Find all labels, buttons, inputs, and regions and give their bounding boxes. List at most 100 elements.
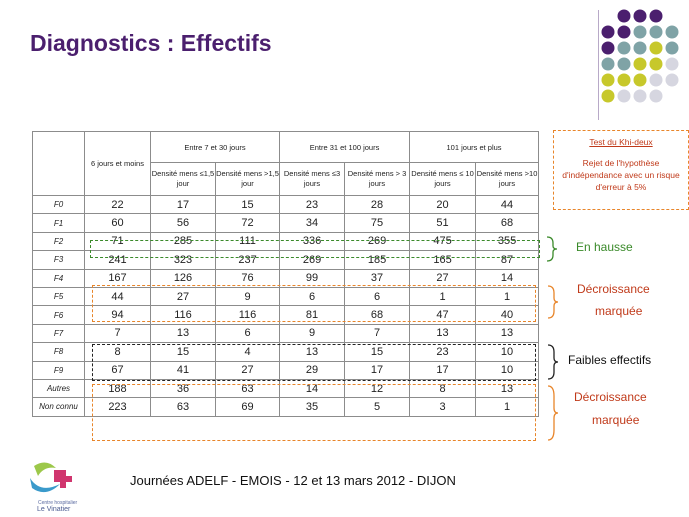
table-cell: 355 [475, 231, 540, 252]
table-cell: 15 [150, 342, 216, 362]
decorative-dot [617, 73, 631, 87]
table-cell: 69 [214, 397, 281, 417]
decorative-dot [665, 57, 679, 71]
table-cell: 34 [279, 213, 346, 233]
subheader: Densité mens >1,5 jour [214, 162, 281, 196]
table-cell: 6 [214, 323, 281, 344]
table-cell: 167 [84, 268, 151, 288]
decorative-dot [649, 73, 663, 87]
table-cell: 51 [409, 213, 477, 233]
table-cell: 17 [409, 360, 477, 380]
table-cell: 27 [214, 360, 281, 380]
table-cell: 241 [84, 250, 151, 270]
decorative-dot [649, 41, 663, 55]
table-cell: 7 [84, 323, 151, 344]
decorative-dot [649, 57, 663, 71]
table-cell: 17 [344, 360, 411, 380]
header-group-101-plus: 101 jours et plus [409, 131, 540, 163]
table-cell: 41 [150, 360, 216, 380]
decorative-dot [601, 73, 615, 87]
table-cell: 165 [409, 250, 477, 270]
row-label: F9 [32, 360, 85, 380]
decorative-dot [601, 41, 615, 55]
table-cell: 10 [475, 360, 540, 380]
table-cell: 237 [214, 250, 281, 270]
table-cell: 269 [344, 231, 411, 252]
logo-text-line1: Centre hospitalier [38, 500, 78, 506]
table-cell: 35 [279, 397, 346, 417]
row-label: F7 [32, 323, 85, 344]
label-en-hausse: En hausse [576, 240, 633, 254]
table-cell: 76 [214, 268, 281, 288]
table-cell: 9 [279, 323, 346, 344]
table-cell: 223 [84, 397, 151, 417]
decorative-dot [617, 89, 631, 103]
decorative-dot [601, 25, 615, 39]
decorative-dot [649, 89, 663, 103]
table-cell: 475 [409, 231, 477, 252]
table-cell: 20 [409, 194, 477, 215]
label-decroissance-1b: marquée [595, 304, 643, 318]
decorative-dot [665, 73, 679, 87]
row-label: Autres [32, 378, 85, 399]
row-label: F2 [32, 231, 85, 252]
table-cell: 13 [475, 323, 540, 344]
table-cell: 269 [279, 250, 346, 270]
table-cell: 22 [84, 194, 151, 215]
decorative-dot [633, 57, 647, 71]
table-cell: 1 [475, 286, 540, 307]
table-cell: 68 [475, 213, 540, 233]
table-row: F9 67 41 27 29 17 17 10 [32, 360, 540, 380]
decorative-dot [633, 9, 647, 23]
subheader: Densité mens ≤ 10 jours [409, 162, 477, 196]
decorative-dot [601, 57, 615, 71]
table-row: Autres 188 36 63 14 12 8 13 [32, 378, 540, 399]
khi-deux-box: Test du Khi-deux Rejet de l'hypothèse d'… [553, 130, 689, 210]
logo-text-line2: Le Vinatier [37, 506, 71, 513]
table-cell: 44 [84, 286, 151, 307]
table-cell: 336 [279, 231, 346, 252]
decorative-dot [665, 41, 679, 55]
table-cell: 185 [344, 250, 411, 270]
brace-black [547, 344, 559, 380]
table-cell: 23 [409, 342, 477, 362]
table-cell: 36 [150, 378, 216, 399]
table-cell: 10 [475, 342, 540, 362]
table-cell: 13 [279, 342, 346, 362]
row-label: F0 [32, 194, 85, 215]
table-cell: 63 [150, 397, 216, 417]
table-cell: 1 [475, 397, 540, 417]
decorative-divider [598, 10, 599, 120]
table-cell: 63 [214, 378, 281, 399]
table-cell: 188 [84, 378, 151, 399]
table-cell: 15 [214, 194, 281, 215]
table-cell: 8 [409, 378, 477, 399]
table-cell: 13 [150, 323, 216, 344]
table-cell: 6 [344, 286, 411, 307]
table-cell: 15 [344, 342, 411, 362]
table-cell: 71 [84, 231, 151, 252]
label-faibles-effectifs: Faibles effectifs [568, 353, 652, 367]
decorative-dot [617, 57, 631, 71]
table-cell: 1 [409, 286, 477, 307]
decorative-dot [617, 25, 631, 39]
row-label: F4 [32, 268, 85, 288]
decorative-dot [617, 9, 631, 23]
subheader: Densité mens >10 jours [475, 162, 540, 196]
table-cell: 111 [214, 231, 281, 252]
table-cell: 87 [475, 250, 540, 270]
table-cell: 4 [214, 342, 281, 362]
row-label: F5 [32, 286, 85, 307]
table-cell: 81 [279, 305, 346, 325]
table-row: F1 60 56 72 34 75 51 68 [32, 213, 540, 233]
table-cell: 116 [214, 305, 281, 325]
table-row: F2 71 285 111 336 269 475 355 [32, 231, 540, 252]
table-cell: 126 [150, 268, 216, 288]
table-cell: 72 [214, 213, 281, 233]
table-row: Non connu 223 63 69 35 5 3 1 [32, 397, 540, 417]
table-cell: 60 [84, 213, 151, 233]
table-row: F8 8 15 4 13 15 23 10 [32, 342, 540, 362]
header-6-jours: 6 jours et moins [84, 131, 151, 196]
table-cell: 3 [409, 397, 477, 417]
decorative-dots [601, 9, 679, 103]
